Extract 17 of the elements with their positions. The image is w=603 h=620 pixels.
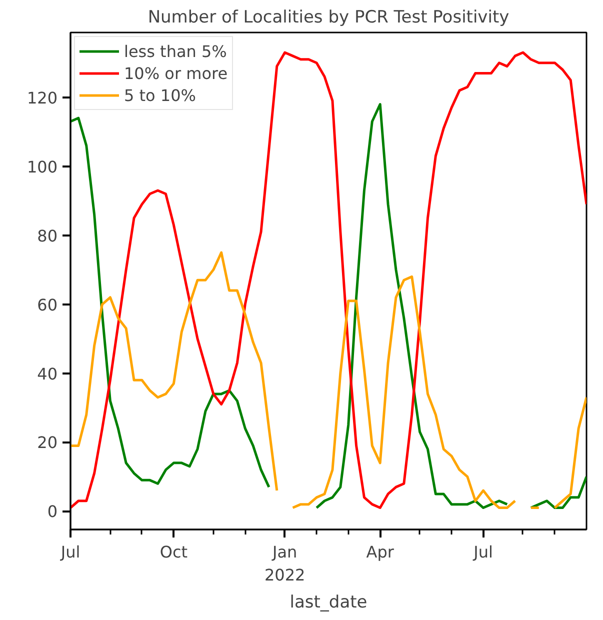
x-tick-label: Apr [366, 542, 394, 562]
y-tick-label: 0 [47, 502, 58, 522]
legend-label: 10% or more [124, 64, 228, 82]
legend-label: less than 5% [124, 42, 227, 60]
y-tick-label: 20 [37, 433, 58, 452]
x-axis-title: last_date [290, 592, 368, 612]
y-tick-label: 80 [37, 226, 58, 246]
x-tick-label: Jan 2022 [264, 542, 306, 584]
chart-title: Number of Localities by PCR Test Positivity [148, 8, 510, 28]
x-tick-label: Jul [472, 542, 493, 562]
legend-label: 5 to 10% [124, 86, 196, 104]
y-tick-label: 60 [37, 295, 58, 314]
x-tick-label: Jul [60, 542, 80, 562]
x-tick-label: Oct [160, 542, 188, 562]
y-tick-label: 40 [37, 364, 58, 384]
y-tick-label: 100 [26, 157, 58, 176]
y-tick-label: 120 [26, 88, 58, 108]
